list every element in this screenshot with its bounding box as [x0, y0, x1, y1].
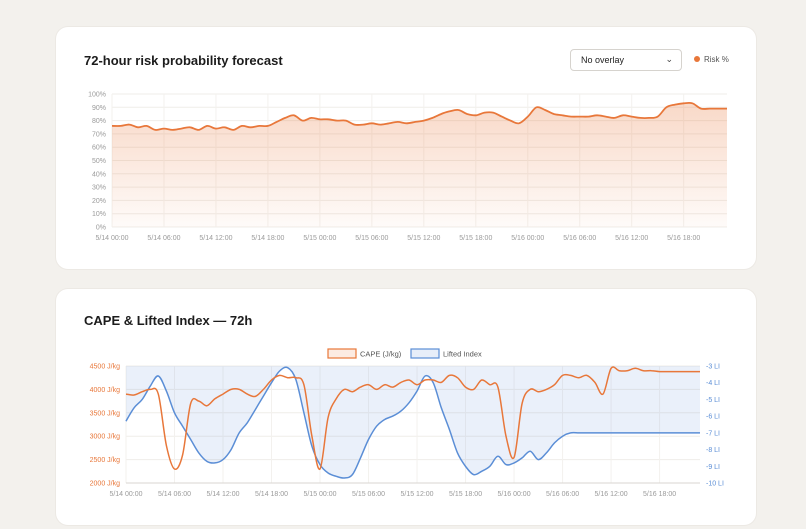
risk-y-tick-label: 20%: [92, 198, 106, 205]
risk-x-tick-label: 5/16 00:00: [511, 235, 544, 242]
risk-x-tick-label: 5/14 12:00: [199, 235, 232, 242]
risk-legend-label: Risk %: [704, 55, 729, 64]
cape-x-tick-label: 5/14 06:00: [158, 491, 191, 498]
risk-y-tick-label: 10%: [92, 211, 106, 218]
cape-series-line: [125, 366, 700, 470]
risk-x-tick-label: 5/15 18:00: [459, 235, 492, 242]
cape-x-tick-label: 5/14 12:00: [206, 491, 239, 498]
risk-y-tick-label: 60%: [92, 145, 106, 152]
risk-area-fill: [112, 102, 727, 227]
cape-li-legend: CAPE (J/kg) Lifted Index: [327, 348, 482, 359]
cape-x-tick-label: 5/14 18:00: [255, 491, 288, 498]
risk-x-tick-label: 5/16 12:00: [615, 235, 648, 242]
risk-x-tick-label: 5/14 18:00: [251, 235, 284, 242]
li-legend-swatch[interactable]: [410, 348, 440, 359]
cape-x-tick-label: 5/16 00:00: [498, 491, 531, 498]
cape-y-tick-label: 2000 J/kg: [90, 481, 120, 488]
cape-x-tick-label: 5/15 12:00: [400, 491, 433, 498]
risk-chart-title: 72-hour risk probability forecast: [84, 53, 283, 68]
risk-y-tick-label: 30%: [92, 185, 106, 192]
cape-y-tick-label: 4500 J/kg: [90, 364, 120, 371]
li-area-fill: [126, 366, 700, 479]
cape-y-tick-label: 3000 J/kg: [90, 434, 120, 441]
chevron-down-icon: ⌄: [665, 54, 673, 64]
cape-y-tick-label: 4000 J/kg: [90, 387, 120, 394]
cape-x-tick-label: 5/16 18:00: [643, 491, 676, 498]
cape-y-tick-label: 3500 J/kg: [90, 410, 120, 417]
cape-li-chart: CAPE (J/kg) Lifted Index 2000 J/kg 2500 J/k…: [90, 348, 724, 498]
li-legend-label[interactable]: Lifted Index: [443, 350, 482, 359]
overlay-select-value: No overlay: [581, 55, 625, 65]
risk-x-tick-label: 5/15 00:00: [303, 235, 336, 242]
risk-chart: 0% 10% 20% 30% 40% 50% 60% 70% 80% 90% 100% 5/14 00…: [88, 92, 727, 242]
li-y-tick-label: -6 LI: [706, 414, 720, 421]
risk-y-tick-label: 50%: [92, 158, 106, 165]
risk-x-tick-label: 5/16 06:00: [563, 235, 596, 242]
cape-y-tick-label: 2500 J/kg: [90, 457, 120, 464]
li-y-tick-label: -7 LI: [706, 430, 720, 437]
risk-forecast-card: 72-hour risk probability forecast No ove…: [56, 27, 756, 269]
risk-y-tick-label: 40%: [92, 171, 106, 178]
risk-legend[interactable]: Risk %: [694, 55, 729, 64]
cape-legend-swatch[interactable]: [327, 348, 357, 359]
risk-y-tick-label: 0%: [96, 225, 106, 232]
risk-x-tick-label: 5/15 06:00: [355, 235, 388, 242]
cape-chart-title: CAPE & Lifted Index — 72h: [84, 313, 253, 328]
cape-li-card: CAPE & Lifted Index — 72h CAPE (J/kg) Lif…: [56, 289, 756, 525]
li-y-tick-label: -4 LI: [706, 380, 720, 387]
risk-x-tick-label: 5/15 12:00: [407, 235, 440, 242]
cape-x-tick-label: 5/14 00:00: [109, 491, 142, 498]
risk-x-tick-label: 5/16 18:00: [667, 235, 700, 242]
li-y-tick-label: -8 LI: [706, 447, 720, 454]
risk-legend-swatch: [694, 56, 700, 62]
risk-x-tick-label: 5/14 06:00: [147, 235, 180, 242]
li-y-tick-label: -9 LI: [706, 464, 720, 471]
risk-y-tick-label: 80%: [92, 118, 106, 125]
li-y-tick-label: -5 LI: [706, 397, 720, 404]
overlay-select[interactable]: No overlay ⌄: [570, 49, 682, 71]
risk-y-tick-label: 100%: [88, 92, 106, 99]
cape-legend-label[interactable]: CAPE (J/kg): [360, 350, 402, 359]
risk-series-line: [111, 101, 727, 131]
cape-x-tick-label: 5/15 00:00: [303, 491, 336, 498]
li-series-line: [125, 366, 700, 479]
cape-x-tick-label: 5/15 06:00: [352, 491, 385, 498]
risk-y-tick-label: 90%: [92, 105, 106, 112]
cape-x-tick-label: 5/16 06:00: [546, 491, 579, 498]
risk-x-tick-label: 5/14 00:00: [95, 235, 128, 242]
cape-x-tick-label: 5/15 18:00: [449, 491, 482, 498]
risk-y-tick-label: 70%: [92, 131, 106, 138]
li-y-tick-label: -10 LI: [706, 481, 724, 488]
cape-x-tick-label: 5/16 12:00: [595, 491, 628, 498]
li-y-tick-label: -3 LI: [706, 364, 720, 371]
